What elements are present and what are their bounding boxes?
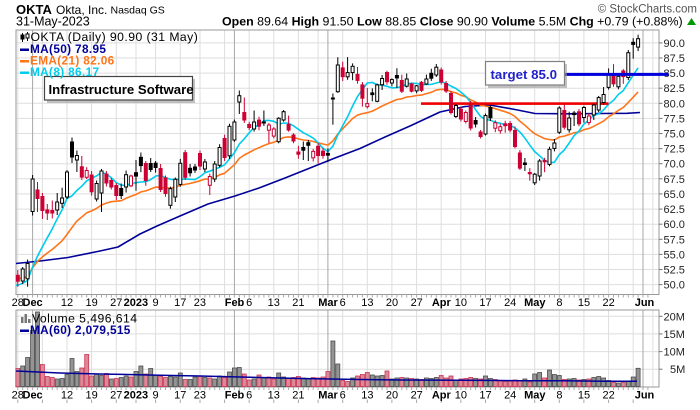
svg-text:Apr: Apr [432,390,452,402]
svg-text:27: 27 [110,390,122,402]
svg-text:Mar: Mar [318,297,338,309]
svg-text:23: 23 [194,297,206,309]
svg-text:27: 27 [411,390,423,402]
svg-text:13: 13 [361,297,373,309]
svg-text:MA(60) 2,079,515: MA(60) 2,079,515 [30,323,131,337]
svg-text:22: 22 [602,390,614,402]
svg-text:19: 19 [85,297,97,309]
svg-text:82.5: 82.5 [664,83,685,95]
svg-text:9: 9 [153,390,159,402]
svg-text:62.5: 62.5 [664,204,685,216]
svg-text:8: 8 [556,390,562,402]
svg-text:EMA(21) 82.06: EMA(21) 82.06 [30,54,115,68]
svg-text:Nasdaq GS: Nasdaq GS [111,5,165,17]
svg-text:10: 10 [455,297,467,309]
svg-text:10: 10 [455,390,467,402]
svg-text:12: 12 [61,297,73,309]
svg-text:20: 20 [386,297,398,309]
svg-text:10M: 10M [664,347,685,359]
svg-text:2023: 2023 [124,390,148,402]
svg-text:9: 9 [153,297,159,309]
svg-text:17: 17 [174,390,186,402]
svg-text:20M: 20M [664,311,685,323]
svg-text:8: 8 [556,297,562,309]
svg-text:72.5: 72.5 [664,144,685,156]
svg-text:Okta, Inc.: Okta, Inc. [56,3,107,17]
svg-text:May: May [524,297,546,309]
svg-text:Open 89.64 High 91.50 Low 88.8: Open 89.64 High 91.50 Low 88.85 Close 90… [222,15,683,29]
svg-text:60.0: 60.0 [664,219,685,231]
svg-text:90.0: 90.0 [664,38,685,50]
svg-text:13: 13 [268,297,280,309]
svg-text:22: 22 [602,297,614,309]
svg-text:27: 27 [110,297,122,309]
svg-text:15: 15 [578,297,590,309]
svg-text:17: 17 [479,297,491,309]
svg-text:17: 17 [174,297,186,309]
svg-text:55.0: 55.0 [664,249,685,261]
svg-text:17: 17 [479,390,491,402]
svg-text:12: 12 [61,390,73,402]
svg-text:24: 24 [504,297,516,309]
svg-text:Feb: Feb [225,297,245,309]
svg-text:52.5: 52.5 [664,265,685,277]
svg-text:15: 15 [578,390,590,402]
svg-text:20: 20 [386,390,398,402]
svg-text:77.5: 77.5 [664,113,685,125]
svg-text:70.0: 70.0 [664,159,685,171]
svg-text:21: 21 [292,390,304,402]
svg-text:MA(8) 86.17: MA(8) 86.17 [30,65,100,79]
svg-text:27: 27 [411,297,423,309]
svg-text:6: 6 [246,297,252,309]
svg-text:21: 21 [292,297,304,309]
svg-text:Mar: Mar [318,390,338,402]
svg-text:Volume 5,496,614: Volume 5,496,614 [32,312,137,326]
svg-text:28: 28 [12,297,24,309]
svg-text:19: 19 [85,390,97,402]
svg-text:65.0: 65.0 [664,189,685,201]
svg-text:80.0: 80.0 [664,98,685,110]
svg-text:OKTA (Daily) 90.90 (31 May): OKTA (Daily) 90.90 (31 May) [31,30,199,44]
svg-text:15M: 15M [664,329,685,341]
svg-text:13: 13 [361,390,373,402]
svg-text:Infrastructure Software: Infrastructure Software [49,82,194,97]
svg-text:Jun: Jun [635,390,655,402]
svg-text:13: 13 [268,390,280,402]
svg-text:2023: 2023 [124,297,148,309]
svg-text:24: 24 [504,390,516,402]
svg-text:6: 6 [340,297,346,309]
svg-text:6: 6 [340,390,346,402]
svg-text:Jun: Jun [635,297,655,309]
svg-text:28: 28 [12,390,24,402]
svg-text:5M: 5M [670,364,685,376]
svg-text:31-May-2023: 31-May-2023 [16,15,90,29]
svg-text:May: May [524,390,546,402]
svg-text:75.0: 75.0 [664,129,685,141]
svg-text:OKTA: OKTA [16,2,52,17]
svg-text:target 85.0: target 85.0 [491,67,558,82]
svg-text:Apr: Apr [432,297,452,309]
svg-text:23: 23 [194,390,206,402]
svg-text:Feb: Feb [225,390,245,402]
svg-text:57.5: 57.5 [664,234,685,246]
svg-text:Dec: Dec [23,390,43,402]
svg-text:© StockCharts.com: © StockCharts.com [598,4,697,16]
svg-text:85.0: 85.0 [664,68,685,80]
svg-text:50.0: 50.0 [664,280,685,292]
svg-text:Dec: Dec [23,297,43,309]
svg-text:67.5: 67.5 [664,174,685,186]
svg-text:6: 6 [246,390,252,402]
svg-text:MA(50) 78.95: MA(50) 78.95 [30,42,106,56]
svg-text:87.5: 87.5 [664,53,685,65]
